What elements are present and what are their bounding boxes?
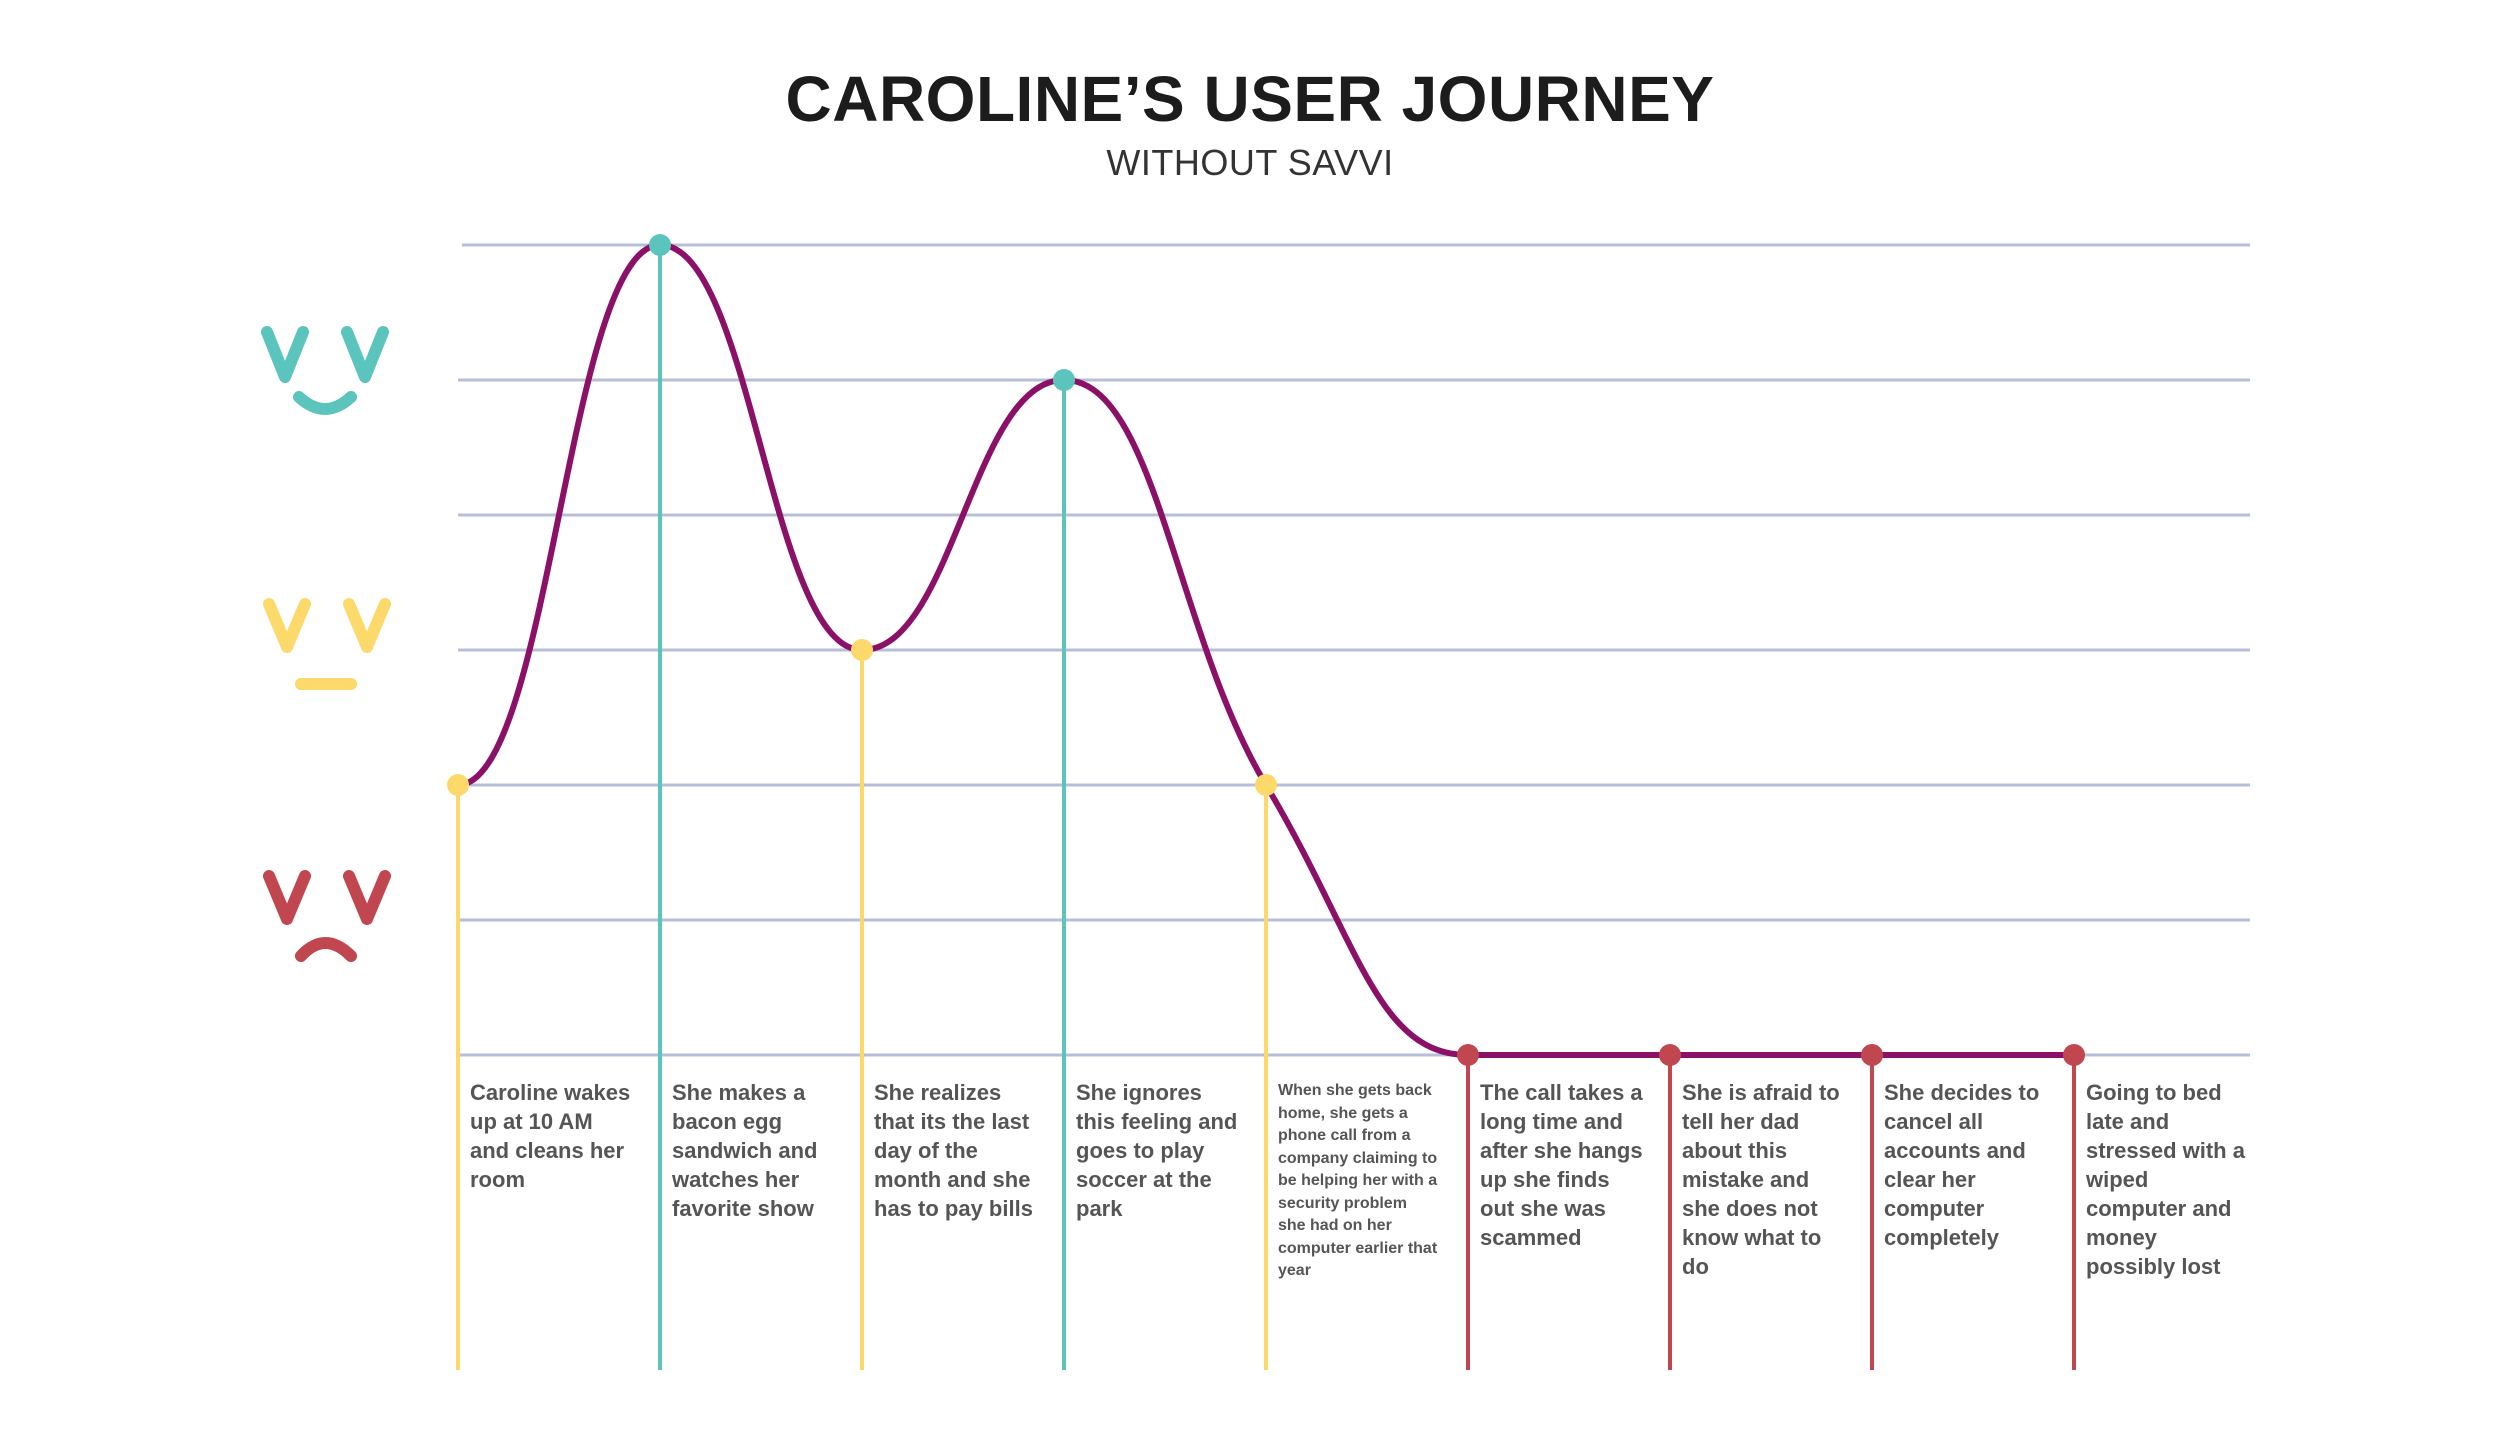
stage-description: She realizes that its the last day of th… xyxy=(874,1080,1033,1221)
stage-description: Caroline wakes up at 10 AM and cleans he… xyxy=(470,1080,631,1192)
stage-description: She makes a bacon egg sandwich and watch… xyxy=(672,1080,818,1221)
stage-dot xyxy=(447,774,469,796)
sad-face-icon xyxy=(263,870,391,962)
stage-dot xyxy=(1255,774,1277,796)
page-title: CAROLINE’S USER JOURNEY xyxy=(785,63,1715,135)
stage-dot xyxy=(649,234,671,256)
stage-dots xyxy=(447,234,2085,1066)
stage-lines xyxy=(456,245,2076,1370)
stage-dot xyxy=(1659,1044,1681,1066)
stage-dot xyxy=(1053,369,1075,391)
stage-description: When she gets back home, she gets a phon… xyxy=(1278,1082,1438,1279)
stage-dot xyxy=(851,639,873,661)
stage-dot xyxy=(1457,1044,1479,1066)
emotion-grid xyxy=(458,243,2250,1057)
stage-description: The call takes a long time and after she… xyxy=(1480,1080,1643,1250)
stage-description: She decides to cancel all accounts and c… xyxy=(1884,1080,2040,1250)
stage-dot xyxy=(2063,1044,2085,1066)
happy-face-icon xyxy=(261,326,389,415)
stage-description: Going to bed late and stressed with a wi… xyxy=(2086,1080,2245,1279)
stage-description: She ignores this feeling and goes to pla… xyxy=(1076,1080,1238,1221)
neutral-face-icon xyxy=(263,598,391,690)
stage-dot xyxy=(1861,1044,1883,1066)
stage-description: She is afraid to tell her dad about this… xyxy=(1682,1080,1840,1279)
page-subtitle: WITHOUT SAVVI xyxy=(1106,142,1394,183)
